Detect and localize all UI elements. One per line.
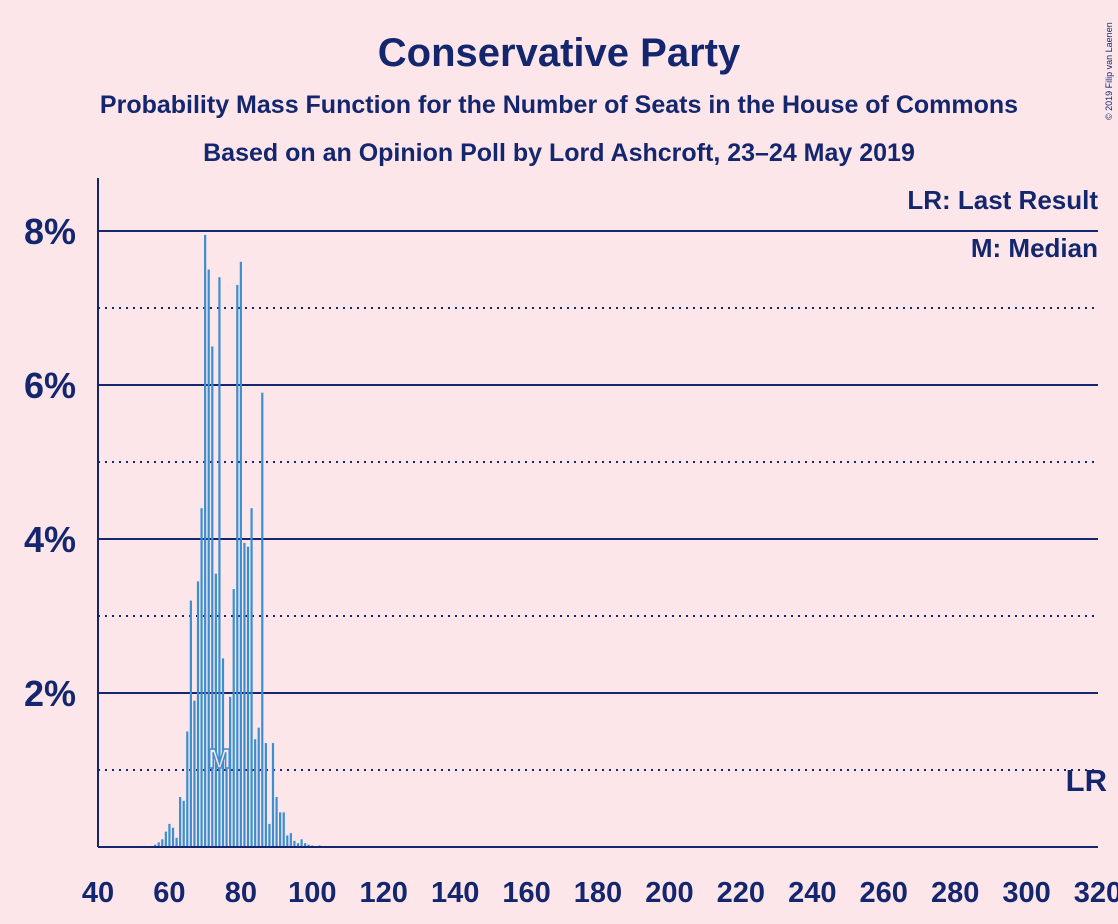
bar bbox=[236, 284, 239, 847]
x-tick-label: 240 bbox=[788, 877, 836, 909]
bar bbox=[268, 823, 271, 847]
axes bbox=[97, 178, 1098, 848]
bar bbox=[271, 743, 275, 847]
bar bbox=[304, 843, 307, 847]
bar bbox=[154, 844, 157, 847]
grid-lines bbox=[98, 230, 1098, 771]
bar bbox=[200, 508, 203, 847]
bar bbox=[193, 700, 196, 847]
x-tick-label: 180 bbox=[574, 877, 622, 909]
x-tick-label: 320 bbox=[1074, 877, 1118, 909]
x-tick-label: 300 bbox=[1002, 877, 1050, 909]
bar bbox=[225, 754, 228, 847]
bar bbox=[307, 844, 310, 847]
bar bbox=[232, 589, 235, 847]
bar bbox=[293, 840, 296, 847]
bar bbox=[243, 542, 246, 847]
x-tick-label: 260 bbox=[860, 877, 908, 909]
x-tick-label: 120 bbox=[360, 877, 408, 909]
bar bbox=[182, 800, 185, 847]
bar bbox=[221, 658, 225, 847]
bar bbox=[279, 812, 282, 847]
x-tick-label: 40 bbox=[82, 877, 114, 909]
bar bbox=[207, 269, 210, 847]
y-tick-label: 8% bbox=[24, 211, 76, 252]
chart-subtitle: Probability Mass Function for the Number… bbox=[100, 91, 1018, 119]
bar bbox=[282, 812, 285, 847]
x-tick-label: 60 bbox=[153, 877, 185, 909]
bar bbox=[196, 581, 200, 847]
bar bbox=[189, 600, 192, 847]
bar bbox=[179, 796, 182, 847]
bar bbox=[218, 277, 221, 847]
x-tick-label: 80 bbox=[225, 877, 257, 909]
median-marker: M bbox=[208, 743, 231, 774]
bar bbox=[171, 827, 175, 847]
y-tick-label: 6% bbox=[24, 365, 76, 406]
bar bbox=[214, 573, 217, 847]
bar bbox=[186, 731, 189, 847]
x-tick-label: 160 bbox=[502, 877, 550, 909]
x-tick-label: 140 bbox=[431, 877, 479, 909]
y-tick-labels: 2% 4% 6% 8% bbox=[24, 211, 76, 714]
chart-source: Based on an Opinion Poll by Lord Ashcrof… bbox=[203, 139, 915, 167]
bar bbox=[157, 842, 160, 847]
bar bbox=[286, 835, 289, 847]
x-tick-labels: 40 60 80 100 120 140 160 180 200 220 240 260 280 300 3… bbox=[82, 877, 1118, 909]
x-tick-label: 100 bbox=[288, 877, 336, 909]
y-tick-label: 2% bbox=[24, 673, 76, 714]
bar bbox=[296, 843, 300, 847]
chart-title: Conservative Party bbox=[378, 31, 741, 75]
bar bbox=[239, 261, 242, 847]
bar bbox=[175, 837, 178, 847]
bar bbox=[264, 743, 267, 847]
x-tick-label: 220 bbox=[717, 877, 765, 909]
legend-median: M: Median bbox=[971, 233, 1098, 263]
x-tick-label: 280 bbox=[931, 877, 979, 909]
copyright-notice: © 2019 Filip van Laenen bbox=[1104, 22, 1114, 120]
x-tick-label: 200 bbox=[645, 877, 693, 909]
y-tick-label: 4% bbox=[24, 519, 76, 560]
bar bbox=[250, 508, 253, 847]
bar bbox=[261, 392, 264, 847]
bar bbox=[254, 739, 257, 847]
bar bbox=[211, 346, 214, 847]
bar bbox=[246, 546, 250, 847]
bar bbox=[257, 727, 260, 847]
bar bbox=[300, 839, 303, 847]
bar bbox=[289, 833, 292, 847]
bars bbox=[150, 234, 321, 848]
bar bbox=[161, 839, 164, 847]
bar bbox=[164, 831, 167, 847]
bar bbox=[229, 696, 232, 847]
bar bbox=[204, 234, 207, 848]
legend-last-result: LR: Last Result bbox=[907, 185, 1098, 215]
bar bbox=[168, 823, 171, 847]
bar bbox=[275, 796, 278, 847]
last-result-marker: LR bbox=[1066, 763, 1107, 798]
